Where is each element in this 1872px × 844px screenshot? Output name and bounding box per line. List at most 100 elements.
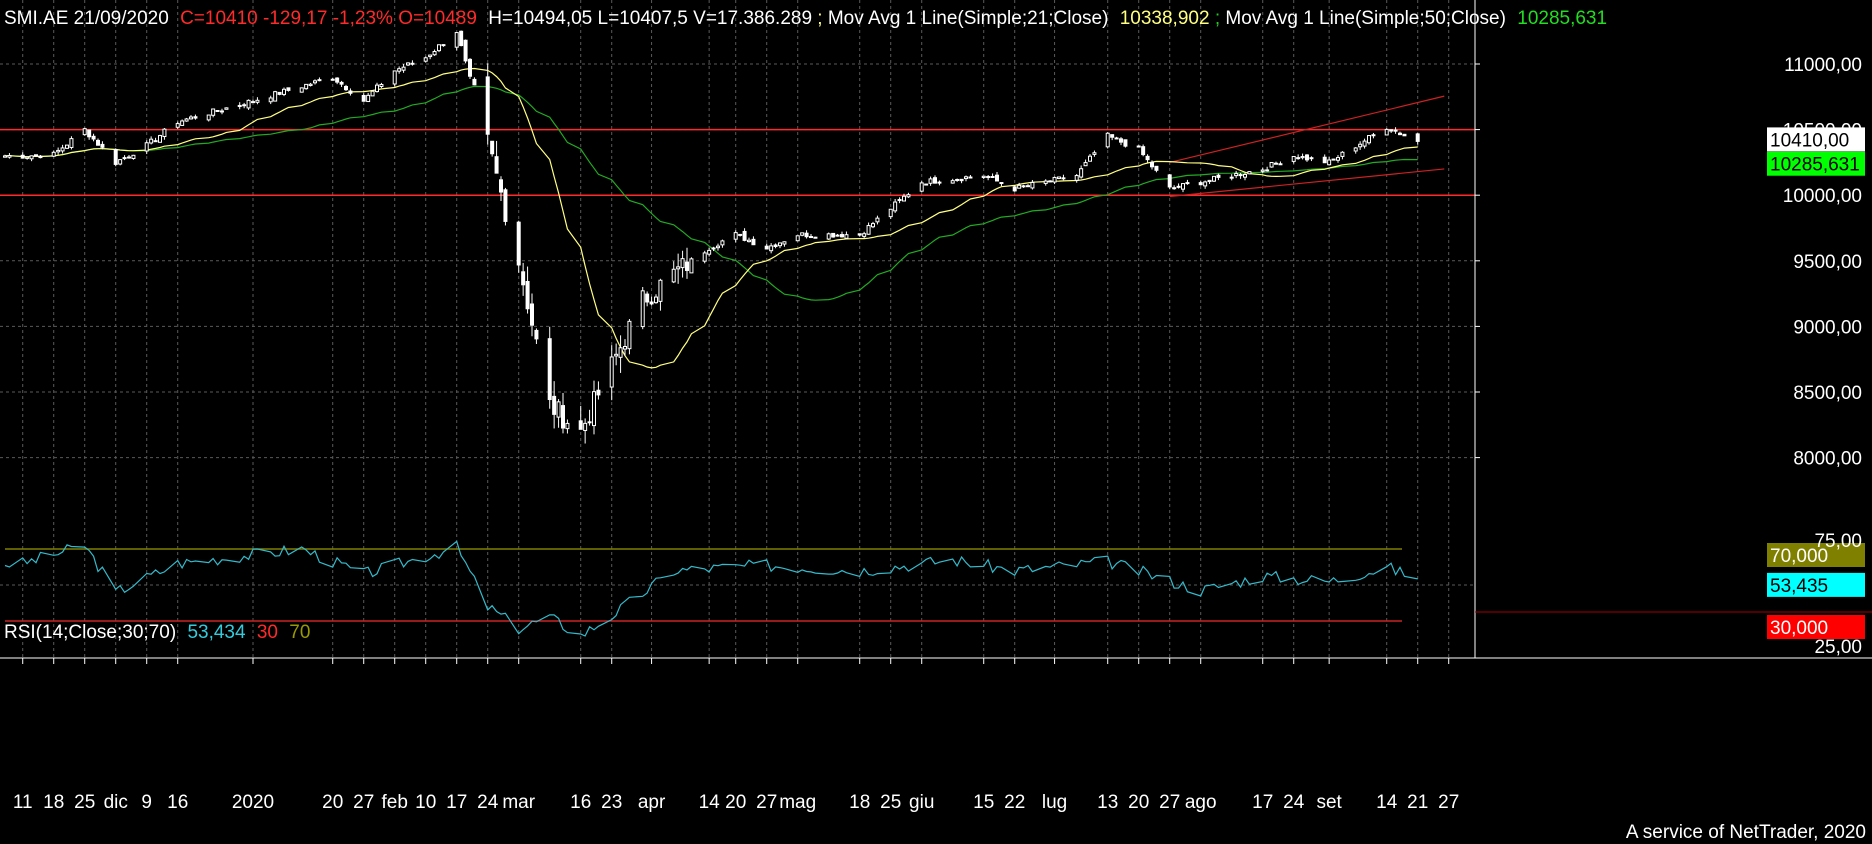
ma50-line: [4, 85, 1418, 301]
candle-up: [654, 296, 658, 304]
candle-up: [782, 241, 787, 245]
candle-down: [685, 261, 689, 271]
candle-down: [995, 174, 999, 182]
candle-down: [1415, 133, 1420, 142]
candle-up: [906, 194, 911, 198]
candle-down: [547, 338, 552, 401]
candle-up: [795, 235, 800, 242]
chart-header: SMI.AE 21/09/2020 C=10410 -129,17 -1,23%…: [4, 8, 1607, 29]
candle-up: [1052, 176, 1057, 183]
candle-up: [1088, 155, 1092, 162]
candle-up: [1309, 157, 1314, 160]
x-tick-label: 20: [725, 792, 746, 813]
candle-up: [1371, 134, 1376, 137]
y-tick-label: 11000,00: [1784, 55, 1862, 76]
candle-up: [888, 208, 893, 218]
candle-up: [432, 50, 437, 56]
candle-up: [1057, 176, 1061, 179]
candle-up: [268, 97, 273, 103]
x-tick-label: 22: [1004, 792, 1025, 813]
x-tick-label: 14: [1376, 792, 1398, 813]
candle-up: [902, 195, 906, 202]
candle-down: [1398, 132, 1402, 136]
candle-up: [800, 232, 805, 236]
candle-up: [897, 199, 902, 202]
candle-down: [1026, 185, 1030, 188]
x-tick-label: 16: [570, 792, 591, 813]
x-tick-label: 25: [880, 792, 901, 813]
candle-up: [1092, 152, 1097, 155]
candle-up: [1353, 147, 1358, 152]
candle-down: [933, 177, 937, 184]
candle-down: [193, 116, 198, 119]
candle-down: [1229, 176, 1234, 179]
candle-down: [742, 230, 747, 241]
x-tick-label: feb: [382, 792, 408, 813]
candle-up: [118, 159, 123, 165]
x-tick-label: 27: [1438, 792, 1459, 813]
x-tick-label: 27: [1159, 792, 1180, 813]
rsi-high: 70: [289, 622, 310, 643]
candle-up: [862, 233, 867, 237]
candle-up: [1083, 162, 1088, 167]
candle-down: [525, 280, 530, 310]
candle-up: [428, 54, 433, 58]
candle-up: [273, 91, 278, 102]
candle-up: [981, 175, 986, 178]
candle-up: [689, 258, 694, 274]
candle-down: [924, 183, 929, 186]
candle-up: [1358, 143, 1363, 148]
candle-up: [707, 249, 712, 255]
candle-up: [246, 99, 251, 109]
candle-up: [437, 44, 441, 52]
candle-up: [441, 44, 446, 47]
candle-up: [1234, 173, 1239, 177]
candle-up: [658, 279, 663, 302]
candle-down: [521, 271, 526, 286]
candle-up: [711, 247, 716, 250]
trend-channel: [1169, 95, 1445, 198]
x-tick-label: 18: [849, 792, 870, 813]
header-quote: C=10410 -129,17 -1,23% O=10489: [180, 8, 477, 29]
ma21-line: [4, 67, 1418, 369]
candle-down: [1278, 163, 1283, 166]
candle-down: [91, 135, 96, 140]
candle-up: [866, 225, 871, 235]
rsi-partial-tick-75: 75,00: [1814, 531, 1862, 552]
candle-up: [614, 353, 619, 357]
candle-down: [831, 232, 836, 238]
candle-down: [1296, 157, 1301, 160]
candle-down: [317, 79, 322, 82]
candle-down: [472, 78, 477, 86]
x-tick-label: 27: [756, 792, 777, 813]
candle-up: [7, 154, 12, 158]
candle-up: [676, 266, 681, 270]
rsi-line: [4, 540, 1418, 637]
candle-down: [339, 81, 344, 85]
candle-up: [122, 157, 127, 160]
rsi-value: 53,434: [187, 622, 246, 643]
candle-up: [375, 84, 379, 93]
candle-up: [680, 258, 685, 269]
candle-up: [299, 87, 304, 93]
candle-up: [69, 138, 74, 149]
candle-down: [1136, 145, 1141, 148]
candle-down: [587, 421, 592, 424]
candle-up: [251, 101, 255, 104]
header-ma50-value: 10285,631: [1517, 8, 1607, 29]
candle-up: [769, 245, 774, 252]
x-tick-label: 2020: [232, 792, 274, 813]
header-symbol: SMI.AE 21/09/2020: [4, 8, 169, 29]
candle-down: [990, 176, 995, 179]
header-ma21-label: Mov Avg 1 Line(Simple;21;Close): [828, 8, 1109, 29]
axes: 11000,0010500,0010000,009500,009000,0085…: [0, 0, 1872, 813]
candle-up: [955, 178, 960, 181]
candle-up: [702, 252, 707, 262]
candle-up: [592, 391, 596, 427]
candle-up: [618, 347, 623, 358]
x-tick-label: 23: [601, 792, 622, 813]
candle-down: [503, 189, 508, 222]
candle-up: [835, 234, 840, 237]
candle-up: [1300, 156, 1305, 159]
